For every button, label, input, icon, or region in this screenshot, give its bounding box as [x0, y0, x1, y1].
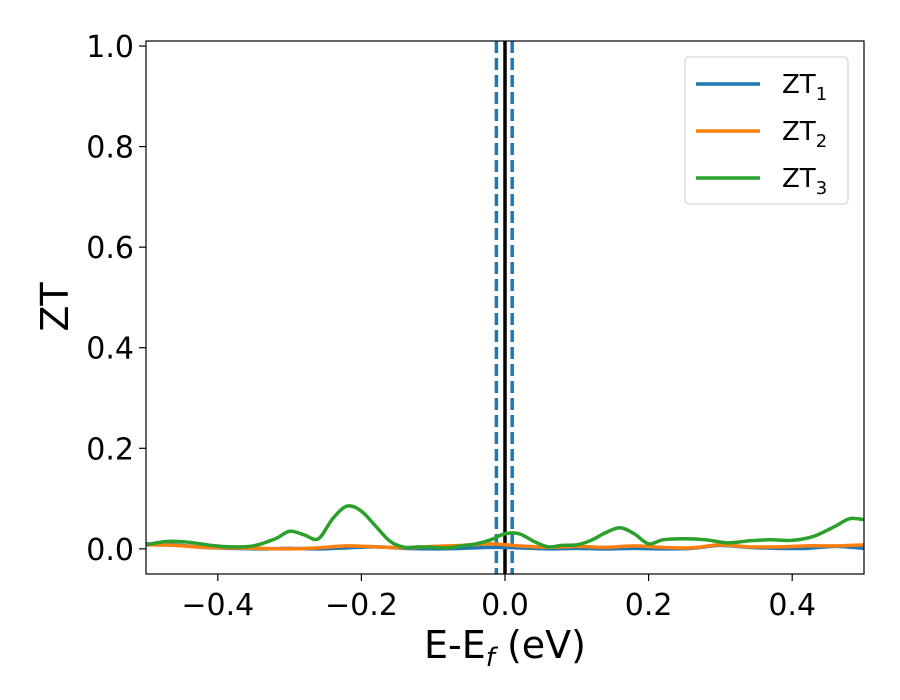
- y-tick-label: 0.8: [86, 131, 134, 166]
- legend-label-1: ZT1: [782, 70, 827, 105]
- y-axis-ticks: 0.0 0.2 0.4 0.6 0.8 1.0: [86, 30, 146, 568]
- y-tick-label: 0.4: [86, 332, 134, 367]
- y-tick-label: 1.0: [86, 30, 134, 65]
- x-tick-label: −0.2: [325, 588, 398, 623]
- series-lines: [146, 504, 864, 551]
- x-tick-label: 0.4: [768, 588, 816, 623]
- legend-label-2: ZT2: [782, 117, 827, 152]
- x-tick-label: −0.4: [181, 588, 254, 623]
- series-line-zt2: [146, 542, 864, 551]
- x-tick-label: 0.0: [481, 588, 529, 623]
- series-line-zt3: [146, 504, 864, 550]
- y-tick-label: 0.6: [86, 231, 134, 266]
- legend-frame: [684, 56, 849, 205]
- y-tick-label: 0.2: [86, 432, 134, 467]
- y-tick-label: 0.0: [86, 533, 134, 568]
- x-axis-ticks: −0.4 −0.2 0.0 0.2 0.4: [181, 574, 816, 623]
- reference-lines: [494, 41, 514, 574]
- legend: ZT1 ZT2 ZT3: [684, 56, 849, 205]
- y-axis-label: ZT: [33, 282, 77, 332]
- legend-label-3: ZT3: [782, 164, 827, 199]
- x-axis-label: E-Ef (eV): [424, 623, 586, 673]
- x-tick-label: 0.2: [625, 588, 673, 623]
